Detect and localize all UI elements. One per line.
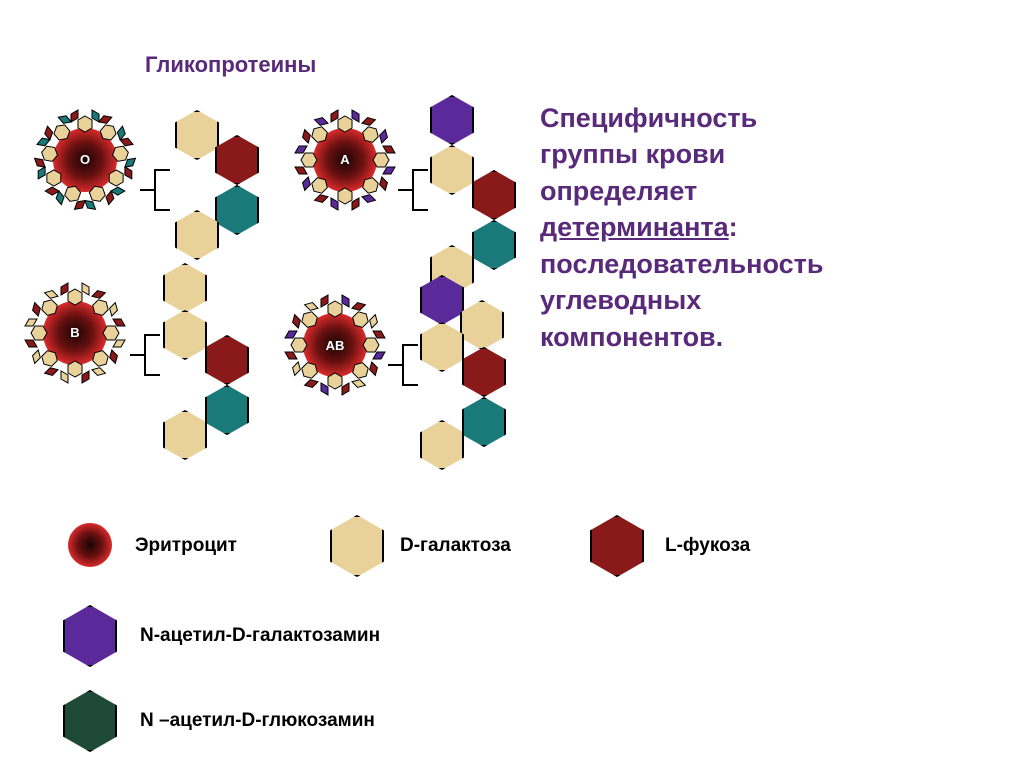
desc-line5: последовательность <box>540 249 823 279</box>
legend-galactosamine-icon <box>63 605 117 667</box>
hex-O-fucose <box>215 135 259 185</box>
legend-fucose-label: L-фукоза <box>665 535 750 557</box>
hex-AB-galactose <box>420 322 464 372</box>
cell-A-label: A <box>325 152 365 167</box>
hex-AB-galactose2 <box>420 420 464 470</box>
desc-line1: Специфичность <box>540 103 757 133</box>
hex-B-galactose <box>163 310 207 360</box>
hex-AB-fucose <box>462 347 506 397</box>
hex-B-fucose <box>205 335 249 385</box>
hex-AB-galactose-top2 <box>460 300 504 350</box>
desc-line4: детерминанта <box>540 212 729 242</box>
legend-glucosamine-label: N –ацетил-D-глюкозамин <box>140 710 375 732</box>
legend-galactose-icon <box>330 515 384 577</box>
hex-AB-galactosamine <box>420 275 464 325</box>
description-text: Специфичность группы крови определяет де… <box>540 100 1020 355</box>
hex-O-galactose <box>175 110 219 160</box>
hex-A-fucose <box>472 170 516 220</box>
legend-erythrocyte-icon <box>65 520 115 570</box>
desc-line2: группы крови <box>540 139 725 169</box>
hex-B-galactose2 <box>163 410 207 460</box>
legend-galactose-label: D-галактоза <box>400 535 511 557</box>
cell-B-label: B <box>55 325 95 340</box>
page-title: Гликопротеины <box>145 52 316 78</box>
cell-O-label: O <box>65 152 105 167</box>
hex-O-galactose2 <box>175 210 219 260</box>
hex-O-glucosamine <box>215 185 259 235</box>
hex-A-galactosamine <box>430 95 474 145</box>
desc-line3: определяет <box>540 176 697 206</box>
hex-B-glucosamine <box>205 385 249 435</box>
legend-galactosamine-label: N-ацетил-D-галактозамин <box>140 625 380 647</box>
hex-AB-glucosamine <box>462 397 506 447</box>
legend-erythrocyte-label: Эритроцит <box>135 535 237 557</box>
hex-B-galactose-top <box>163 263 207 313</box>
legend-glucosamine-icon <box>63 690 117 752</box>
cell-AB-label: AB <box>315 338 355 353</box>
hex-A-galactose <box>430 145 474 195</box>
desc-line7: компонентов. <box>540 322 723 352</box>
legend-fucose-icon <box>590 515 644 577</box>
desc-line4-suffix: : <box>729 212 738 242</box>
desc-line6: углеводных <box>540 285 701 315</box>
hex-A-glucosamine <box>472 220 516 270</box>
